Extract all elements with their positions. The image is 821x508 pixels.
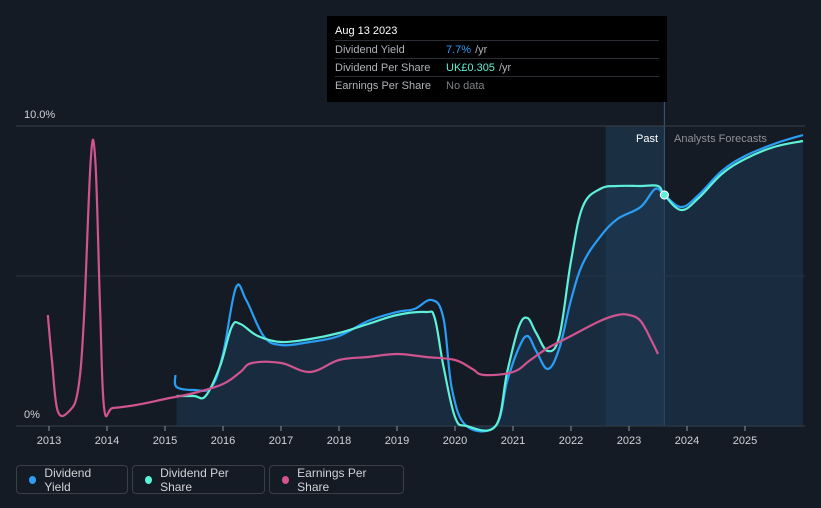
tooltip-value: No data <box>446 80 485 92</box>
tooltip-value: 7.7%/yr <box>446 44 487 56</box>
x-tick-label: 2014 <box>95 435 119 447</box>
x-tick-label: 2022 <box>559 435 583 447</box>
chart-markers <box>659 190 669 200</box>
legend-dividend-per-share[interactable]: Dividend Per Share <box>132 465 265 494</box>
x-tick-label: 2024 <box>675 435 699 447</box>
legend-label: Earnings Per Share <box>297 465 367 494</box>
tooltip-label: Dividend Yield <box>335 44 405 56</box>
x-tick-label: 2025 <box>733 435 757 447</box>
x-tick-label: 2021 <box>501 435 525 447</box>
legend-dividend-yield[interactable]: Dividend Yield <box>16 465 128 494</box>
x-tick-label: 2023 <box>617 435 641 447</box>
forecast-label: Analysts Forecasts <box>674 133 767 145</box>
chart-tooltip: Aug 13 2023 Dividend Yield 7.7%/yr Divid… <box>327 16 667 102</box>
series-line-earnings-per-share <box>46 138 660 418</box>
x-tick-label: 2016 <box>211 435 235 447</box>
y-label-top: 10.0% <box>24 109 55 121</box>
legend-earnings-per-share[interactable]: Earnings Per Share <box>269 465 404 494</box>
past-label: Past <box>636 133 658 145</box>
tooltip-label: Dividend Per Share <box>335 62 431 74</box>
chart-areas <box>176 141 804 431</box>
x-tick-label: 2019 <box>385 435 409 447</box>
tooltip-label: Earnings Per Share <box>335 80 431 92</box>
x-axis: 2013 2014 2015 2016 2017 2018 2019 2020 2021 2022… <box>37 426 757 447</box>
tooltip-value-number: 7.7% <box>446 44 472 56</box>
legend-label: Dividend Per Share <box>160 465 229 494</box>
x-tick-label: 2020 <box>443 435 467 447</box>
tooltip-value: UK£0.305/yr <box>446 62 511 74</box>
marker-dividend-per-share <box>659 190 669 200</box>
x-tick-label: 2013 <box>37 435 61 447</box>
tooltip-unit: /yr <box>475 44 488 56</box>
tooltip-row-dividend-per-share: Dividend Per Share UK£0.305/yr <box>335 58 659 77</box>
legend-dot-icon <box>145 475 153 484</box>
tooltip-value-number: No data <box>446 80 485 92</box>
tooltip-value-number: UK£0.305 <box>446 62 495 74</box>
legend-dot-icon <box>29 475 37 484</box>
y-label-bottom: 0% <box>24 409 40 421</box>
x-tick-label: 2017 <box>269 435 293 447</box>
x-tick-label: 2018 <box>327 435 351 447</box>
tooltip-unit: /yr <box>498 62 512 74</box>
legend-label: Dividend Yield <box>44 465 92 494</box>
x-tick-label: 2015 <box>153 435 177 447</box>
tooltip-row-dividend-yield: Dividend Yield 7.7%/yr <box>335 40 659 59</box>
dividend-area <box>176 141 804 431</box>
tooltip-row-earnings-per-share: Earnings Per Share No data <box>335 76 659 95</box>
tooltip-date: Aug 13 2023 <box>335 25 398 37</box>
legend-dot-icon <box>282 475 290 484</box>
